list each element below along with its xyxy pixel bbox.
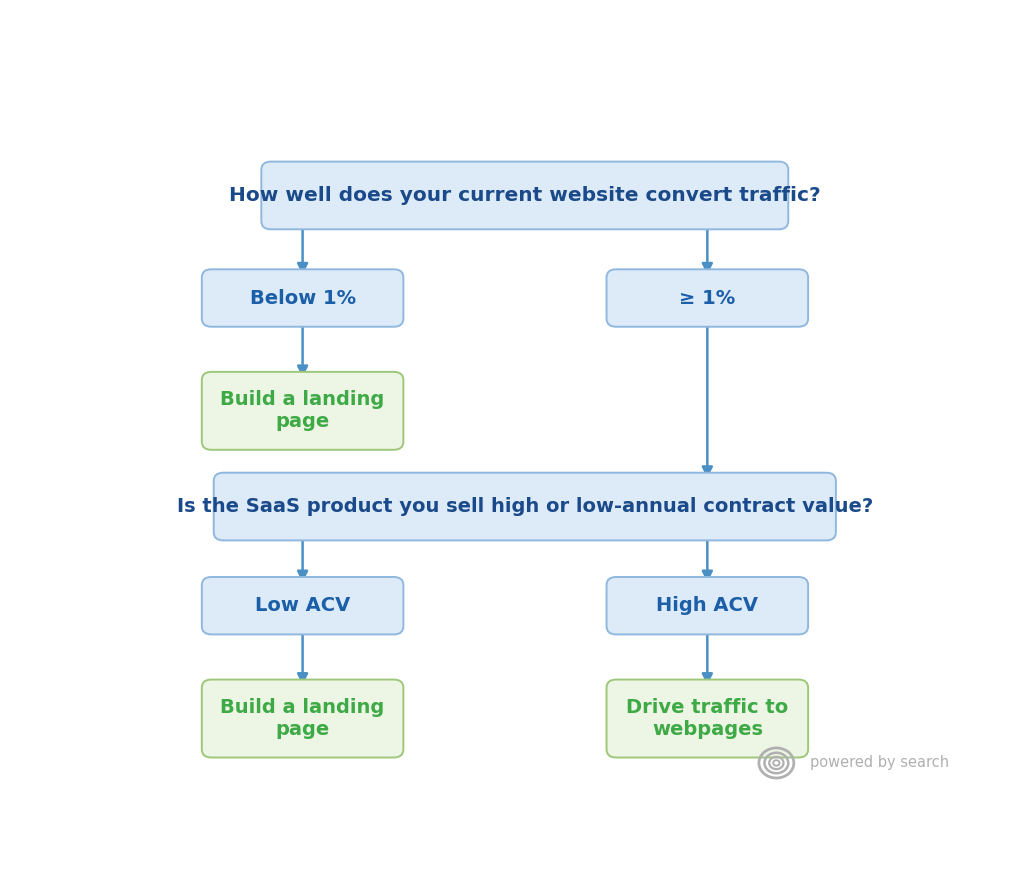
Text: High ACV: High ACV [656, 596, 759, 615]
FancyBboxPatch shape [202, 679, 403, 757]
Text: How well does your current website convert traffic?: How well does your current website conve… [229, 186, 820, 205]
FancyBboxPatch shape [606, 679, 808, 757]
Text: Build a landing
page: Build a landing page [220, 391, 385, 432]
FancyBboxPatch shape [202, 372, 403, 450]
FancyBboxPatch shape [202, 269, 403, 327]
Text: powered by search: powered by search [811, 756, 949, 771]
FancyBboxPatch shape [214, 472, 836, 541]
FancyBboxPatch shape [606, 269, 808, 327]
Text: Is the SaaS product you sell high or low-annual contract value?: Is the SaaS product you sell high or low… [177, 497, 872, 516]
Text: Low ACV: Low ACV [255, 596, 350, 615]
Text: ≥ 1%: ≥ 1% [679, 289, 735, 307]
Text: Build a landing
page: Build a landing page [220, 698, 385, 739]
FancyBboxPatch shape [261, 162, 788, 229]
FancyBboxPatch shape [606, 577, 808, 634]
FancyBboxPatch shape [202, 577, 403, 634]
Text: Drive traffic to
webpages: Drive traffic to webpages [627, 698, 788, 739]
Text: Below 1%: Below 1% [250, 289, 355, 307]
